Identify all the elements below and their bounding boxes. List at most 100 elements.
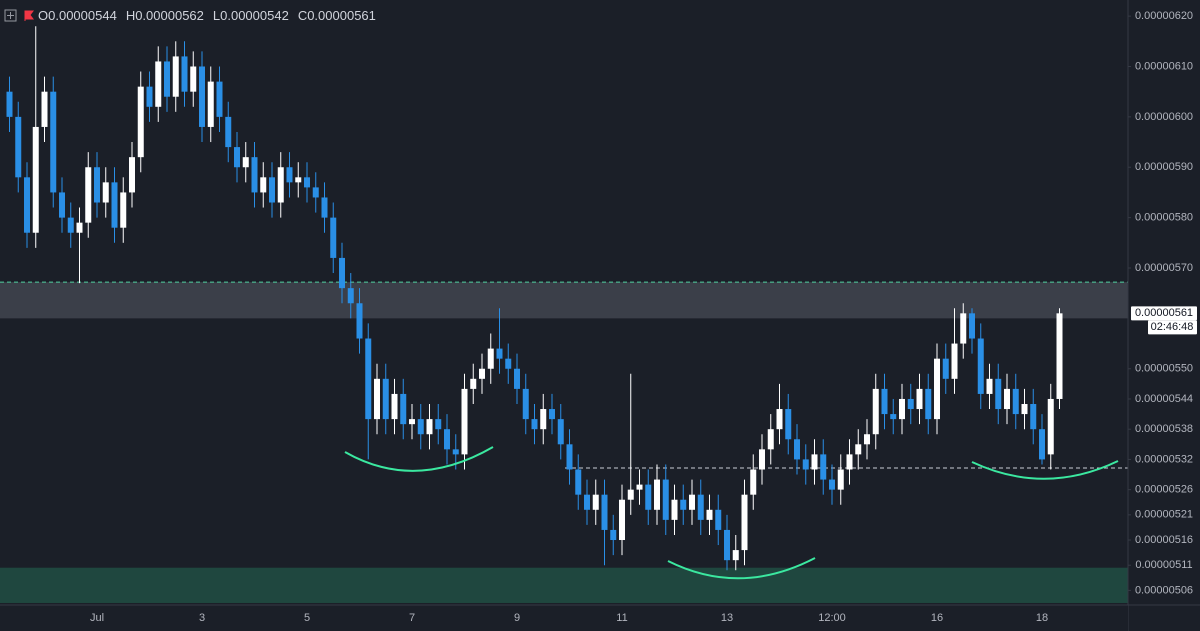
candle-body <box>120 192 127 228</box>
x-tick-label: 5 <box>304 612 310 624</box>
ohlc-label: C <box>297 8 308 23</box>
candle-body <box>794 439 800 460</box>
candle-body <box>689 494 695 510</box>
candle-body <box>1056 313 1063 399</box>
y-tick-label: 0.00000516 <box>1135 534 1193 546</box>
candle-body <box>960 313 967 344</box>
candle-body <box>50 91 57 193</box>
ohlc-value: 0.00000542 <box>220 8 289 23</box>
candle-body <box>172 56 179 97</box>
candle-body <box>1047 398 1054 455</box>
countdown: 02:46:48 <box>1151 321 1194 333</box>
candle-body <box>199 66 205 127</box>
candle-body <box>881 388 888 415</box>
y-tick-label: 0.00000538 <box>1135 423 1193 435</box>
candle-body <box>706 509 713 520</box>
ohlc-value: 0.00000562 <box>135 8 204 23</box>
y-tick-label: 0.00000570 <box>1135 262 1193 274</box>
candle-body <box>1004 388 1010 410</box>
x-tick-label: 7 <box>409 612 415 624</box>
x-tick-label: 12:00 <box>818 612 846 624</box>
candle-body <box>6 91 13 117</box>
candle-body <box>890 414 897 420</box>
candle-body <box>619 499 625 541</box>
candle-body <box>846 454 853 470</box>
candle-body <box>776 409 783 430</box>
candle-body <box>461 388 468 455</box>
x-tick-label: 9 <box>514 612 520 624</box>
candle-body <box>111 182 118 228</box>
candle-body <box>654 479 660 510</box>
candle-body <box>1030 404 1037 430</box>
candle-body <box>1012 388 1019 415</box>
candle-body <box>32 126 39 233</box>
candle-body <box>216 81 223 117</box>
candle-body <box>549 409 555 420</box>
x-tick-label: 13 <box>721 612 733 624</box>
candle-body <box>522 388 529 420</box>
price-zone <box>0 567 1128 603</box>
candle-body <box>610 529 617 541</box>
candle-body <box>680 499 687 510</box>
candle-body <box>724 529 730 561</box>
candle-body <box>995 378 1002 410</box>
candle-body <box>1039 429 1045 460</box>
y-tick-label: 0.00000532 <box>1135 453 1193 465</box>
candle-body <box>164 61 170 97</box>
candle-body <box>785 409 792 440</box>
candle-body <box>400 393 407 425</box>
candle-body <box>190 66 197 92</box>
candle-body <box>715 509 722 530</box>
candle-body <box>137 86 144 158</box>
candle-body <box>899 398 905 420</box>
candle-body <box>907 398 914 410</box>
countdown-tag <box>1148 320 1197 335</box>
candle-body <box>531 419 538 430</box>
y-tick-label: 0.00000600 <box>1135 111 1193 123</box>
candle-body <box>312 187 319 198</box>
candle-body <box>146 86 153 107</box>
candle-body <box>986 378 993 394</box>
x-tick-label: 11 <box>616 612 627 624</box>
candle-body <box>452 449 459 455</box>
x-tick-label: 18 <box>1036 612 1048 624</box>
candle-body <box>426 419 433 435</box>
ohlc-value: 0.00000561 <box>307 8 376 23</box>
y-tick-label: 0.00000521 <box>1135 509 1193 521</box>
candle-body <box>557 419 564 445</box>
candle-body <box>435 419 442 430</box>
candle-body <box>942 358 949 379</box>
candle-body <box>732 550 739 561</box>
candle-body <box>575 469 582 495</box>
candle-body <box>479 368 485 379</box>
flag-icon[interactable] <box>22 9 36 23</box>
y-tick-label: 0.00000580 <box>1135 212 1193 224</box>
candle-body <box>102 182 109 203</box>
candle-body <box>391 393 398 420</box>
candle-body <box>496 348 503 359</box>
y-tick-label: 0.00000526 <box>1135 484 1193 496</box>
toggle-icon[interactable] <box>4 9 18 23</box>
candle-body <box>365 338 372 420</box>
candle-body <box>242 157 249 168</box>
candle-body <box>444 429 450 450</box>
y-tick-label: 0.00000511 <box>1135 559 1192 571</box>
candle-body <box>59 192 65 218</box>
candle-body <box>374 378 380 420</box>
y-tick-label: 0.00000550 <box>1135 363 1193 375</box>
candle-body <box>207 81 214 127</box>
candle-body <box>916 388 923 410</box>
y-tick-label: 0.00000610 <box>1135 60 1193 72</box>
candle-body <box>802 459 809 470</box>
candle-body <box>382 378 389 420</box>
candle-body <box>487 348 494 369</box>
candle-body <box>41 91 48 127</box>
candle-body <box>829 479 835 490</box>
candle-body <box>470 378 477 389</box>
ohlc-header: O 0.00000544 H 0.00000562 L 0.00000542 C 0.0… <box>4 8 376 23</box>
ohlc-label: L <box>212 8 221 23</box>
candle-body <box>592 494 599 510</box>
candle-body <box>925 388 932 420</box>
